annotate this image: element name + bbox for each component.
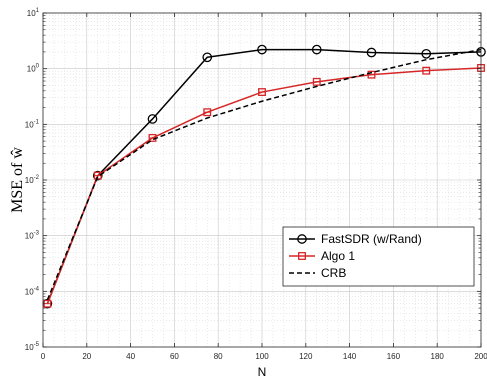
y-axis-title: MSE of ŵ [9,147,26,213]
legend-item: CRB [289,266,346,280]
legend: FastSDR (w/Rand) Algo 1 CRB [282,226,475,287]
legend-item: Algo 1 [289,249,355,263]
x-tick-label: 140 [343,352,357,361]
x-tick-label: 40 [126,352,135,361]
x-tick-label: 0 [41,352,46,361]
data-point [366,47,377,58]
y-tick-label: 10-3 [25,231,40,241]
data-point [311,44,322,55]
x-tick-label: 60 [170,352,179,361]
x-tick-label: 200 [474,352,487,361]
y-tick-label: 100 [27,64,40,74]
x-tick-label: 180 [431,352,445,361]
legend-marker [297,234,307,244]
axis-ticks [42,12,482,348]
x-tick-label: 20 [82,352,91,361]
legend-item: FastSDR (w/Rand) [289,232,422,246]
x-tick-label: 80 [214,352,223,361]
series-1 [43,64,485,308]
legend-label: FastSDR (w/Rand) [321,232,422,246]
series-line [46,48,482,301]
x-tick-label: 120 [299,352,313,361]
data-point [257,44,267,55]
series-line [46,48,482,304]
series-layer [42,44,486,309]
x-tick-labels: 0 20 40 60 80 100 120 140 160 180 200 [41,352,487,361]
y-tick-label: 10-1 [25,119,40,129]
legend-box [282,226,475,287]
legend-label: CRB [321,266,346,280]
major-grid [43,13,481,347]
data-point [421,48,432,59]
series-2 [46,48,482,301]
x-tick-label: 160 [387,352,401,361]
y-tick-label: 10-2 [25,175,40,185]
data-point [202,52,213,63]
y-tick-label: 10-4 [25,286,40,296]
data-point [92,170,103,181]
x-axis-title: N [258,365,267,379]
y-tick-label: 101 [27,8,40,18]
x-tick-label: 100 [255,352,269,361]
y-tick-label: 10-5 [25,342,40,352]
data-point [147,114,158,124]
y-tick-labels: 10-5 10-4 10-3 10-2 10-1 100 101 [25,8,40,352]
legend-label: Algo 1 [321,249,355,263]
